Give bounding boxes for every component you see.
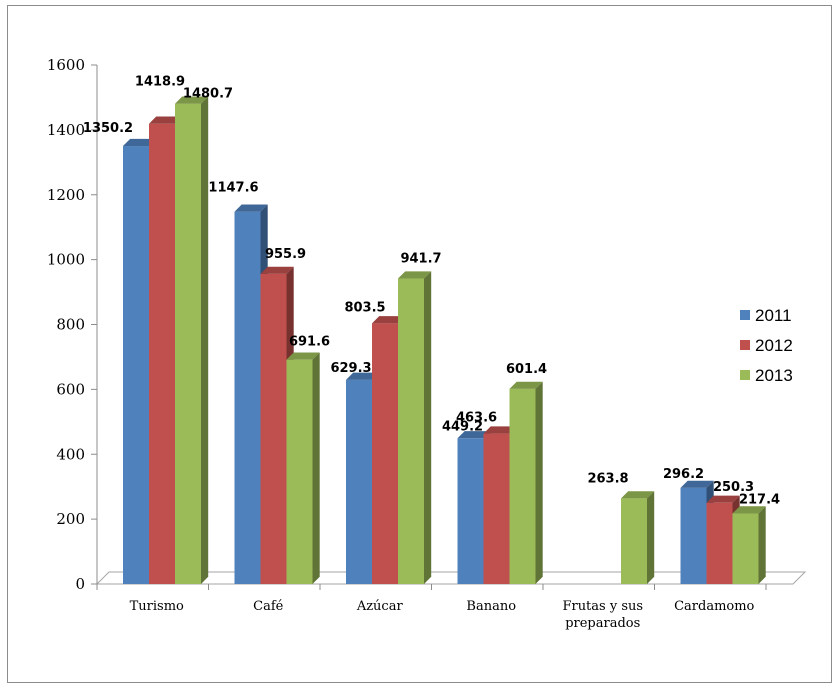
bar: [398, 271, 432, 584]
x-tick-label: Turismo: [130, 599, 184, 614]
bar-top: [149, 116, 183, 124]
bar: [286, 352, 320, 584]
bar-top: [260, 266, 294, 274]
y-tick-label: 1600: [47, 56, 85, 74]
legend-swatch: [740, 370, 750, 380]
bar-front: [398, 278, 424, 584]
legend-swatch: [740, 340, 750, 350]
bar-side: [424, 271, 432, 584]
x-tick-label: Azúcar: [356, 599, 404, 614]
data-label: 955.9: [265, 247, 306, 262]
bar: [509, 381, 543, 584]
data-label: 601.4: [506, 362, 547, 377]
bar-top: [123, 138, 157, 147]
bar-front: [346, 379, 372, 584]
bar-front: [372, 323, 398, 584]
data-label: 629.3: [330, 361, 371, 376]
bar-top: [483, 426, 517, 434]
y-tick-label: 400: [56, 445, 85, 463]
bar-top: [175, 96, 209, 104]
bar-front: [621, 498, 647, 584]
legend-label: 2011: [755, 306, 792, 325]
y-tick-label: 1400: [47, 121, 85, 139]
y-tick-label: 0: [75, 575, 85, 593]
x-tick-label: Café: [253, 599, 284, 614]
bar-side: [758, 506, 766, 584]
bar-front: [260, 273, 287, 584]
data-label: 941.7: [400, 252, 441, 267]
legend: 2011 2012 2013: [740, 306, 793, 385]
y-tick-label: 200: [56, 510, 85, 528]
bar-side: [201, 96, 209, 585]
bar-front: [509, 388, 536, 584]
bar-top: [680, 480, 714, 488]
bar-top: [372, 316, 406, 324]
legend-label: 2013: [755, 366, 793, 385]
x-tick-label: Frutas y sus: [562, 599, 643, 614]
bar-top: [732, 506, 766, 514]
bar-front: [175, 103, 201, 584]
data-label: 263.8: [587, 471, 628, 486]
bar-side: [535, 381, 543, 584]
bar: [175, 96, 209, 585]
bar-top: [346, 372, 380, 380]
data-label: 1418.9: [135, 75, 185, 90]
bar-side: [312, 352, 320, 584]
y-tick-label: 600: [56, 380, 85, 398]
y-tick-label: 1000: [47, 251, 85, 269]
y-tick-label: 800: [56, 316, 85, 334]
bar-top: [234, 204, 268, 212]
bar-top: [286, 352, 320, 360]
bar-front: [732, 513, 759, 584]
data-label: 250.3: [713, 480, 754, 495]
x-tick-label: preparados: [565, 616, 640, 631]
data-label: 803.5: [344, 300, 385, 315]
bar-front: [457, 438, 484, 584]
bar-front: [123, 146, 149, 584]
data-label: 449.2: [442, 419, 483, 434]
bar-top: [621, 491, 655, 499]
data-label: 1147.6: [208, 181, 258, 196]
bar: [732, 506, 766, 584]
y-tick-label: 1200: [47, 186, 85, 204]
data-label: 1480.7: [183, 87, 233, 102]
data-label: 217.4: [739, 492, 780, 507]
x-tick-label: Banano: [466, 599, 516, 614]
bar-front: [706, 502, 733, 584]
bar-front: [286, 359, 313, 584]
bar-front: [234, 211, 261, 584]
bar: [621, 491, 655, 584]
legend-swatch: [740, 310, 750, 320]
legend-label: 2012: [755, 336, 793, 355]
bar-front: [680, 487, 707, 584]
bar-front: [149, 123, 175, 584]
bar-top: [398, 271, 432, 279]
data-label: 1350.2: [83, 121, 133, 136]
bar-top: [509, 381, 543, 389]
bars: [123, 96, 766, 585]
bar-top: [706, 495, 740, 503]
bar-top: [457, 431, 491, 439]
bar-front: [483, 433, 510, 584]
data-label: 296.2: [663, 467, 704, 482]
data-label: 463.6: [456, 411, 497, 426]
bar-side: [647, 491, 655, 584]
data-label: 691.6: [289, 335, 330, 350]
x-tick-label: Cardamomo: [674, 599, 754, 614]
